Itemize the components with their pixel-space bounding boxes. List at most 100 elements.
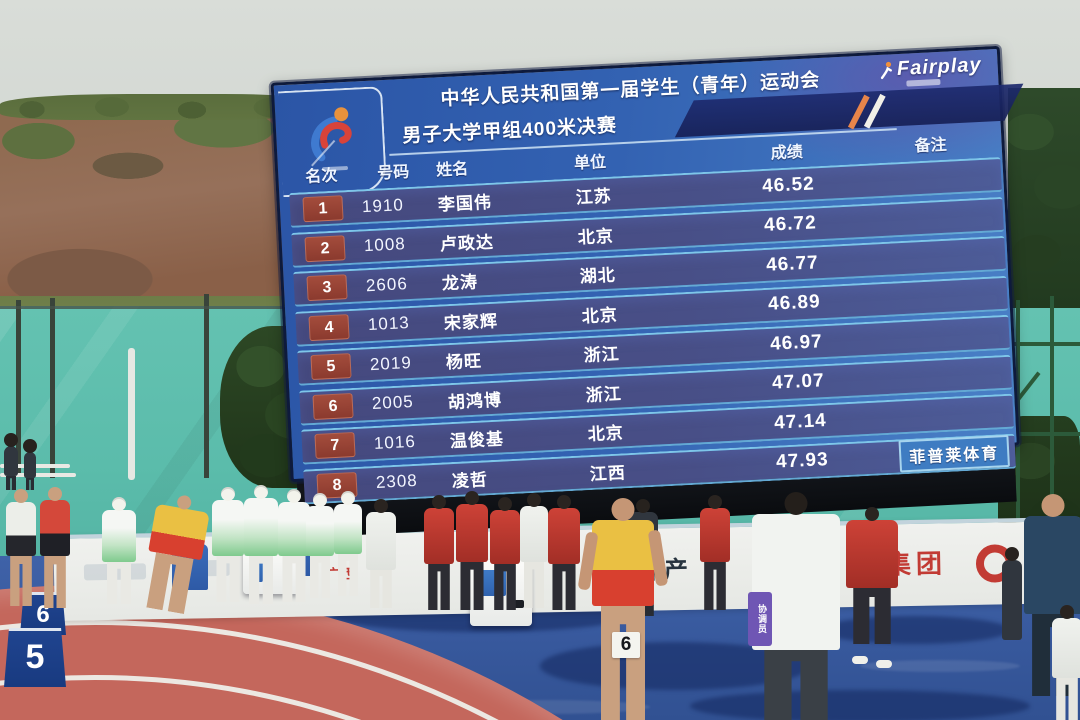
lane-number: 5 [25,638,45,676]
spectator-figure [4,446,18,476]
result-time: 47.07 [771,370,826,394]
fairplay-logo-subtext [906,78,941,87]
bib-number: 1016 [373,431,417,453]
scaffold-bar [1012,432,1080,436]
armband-text: 协调员 [757,604,767,634]
puddle [820,616,1010,644]
bib-number: 1008 [363,234,407,256]
team-member-figure [490,510,520,564]
team-name: 北京 [577,226,615,247]
col-name: 姓名 [435,160,469,180]
rank-badge: 2 [304,234,346,262]
cart-slot [512,600,524,608]
bib-number: 2606 [365,273,409,295]
athlete-figure [40,500,70,556]
led-scoreboard: 中华人民共和国第一届学生（青年）运动会 Fairplay 男子大学甲组400米决… [270,45,1024,552]
spectator-figure [24,452,36,478]
remark [873,372,1011,379]
official-figure [212,500,244,556]
staff-figure [366,512,396,570]
scaffold-bar [1012,342,1080,346]
rank-badge: 6 [312,392,354,420]
spectator-figure [1024,516,1080,614]
result-time: 47.93 [775,449,830,473]
result-time: 46.52 [761,172,816,197]
rank-badge: 7 [314,431,356,459]
team-name: 浙江 [583,344,621,366]
rank-badge: 1 [302,195,344,223]
official-figure [278,502,310,556]
bib-number: 1910 [361,194,405,216]
team-member-figure [548,508,580,564]
official-figure [306,506,334,556]
team-member-figure [424,508,454,564]
fairplay-logo: Fairplay [878,54,982,82]
staff-figure [520,506,548,562]
games-emblem-icon [311,107,352,172]
coordinator-armband: 协调员 [748,592,772,646]
result-time: 46.72 [763,212,818,236]
bib-number: 2019 [369,352,413,374]
athlete-name: 卢政达 [439,232,495,254]
scaffold-pole [1050,296,1054,562]
rank-badge: 5 [310,353,352,381]
trees-right [1008,88,1080,308]
athlete-name: 胡鸿博 [447,389,503,412]
team-member-figure [700,508,730,562]
result-time: 46.97 [769,330,824,355]
bib-number: 1013 [367,313,411,335]
rank-badge: 4 [308,313,350,341]
team-name: 江苏 [575,186,613,208]
result-time: 47.14 [773,409,828,434]
official-figure [244,498,278,556]
fairplay-runner-icon [881,61,893,79]
athlete-name: 宋家辉 [443,311,499,333]
official-figure [334,504,362,554]
athlete-bib-tag: 6 [612,632,640,658]
team-member-figure [456,504,488,562]
fence-post [50,298,55,478]
remark [871,332,1009,339]
foreground-athlete [592,520,654,606]
col-remark: 备注 [914,136,948,156]
team-name: 湖北 [579,265,617,287]
white-pole [128,348,135,480]
spectator-figure [1052,618,1080,678]
team-name: 北京 [581,305,619,326]
water-reflection [860,660,1020,672]
col-bib: 号码 [376,163,410,183]
vendor-badge: 菲普莱体育 [898,434,1010,473]
railing [0,473,76,477]
athlete-name: 龙涛 [441,272,479,294]
team-name: 江西 [589,462,627,484]
shoe [876,660,892,668]
remark [865,214,1003,221]
remark [869,293,1007,300]
bib-number: 2005 [371,391,415,414]
fence-post [16,300,21,476]
athlete-name: 杨旺 [445,351,483,373]
col-rank: 名次 [304,167,338,187]
col-result: 成绩 [770,143,804,163]
athlete-name: 温俊基 [449,429,505,452]
result-time: 46.77 [765,251,820,276]
red-jacket-walker [846,520,898,588]
athlete-name: 凌哲 [451,469,489,491]
remark [875,411,1013,418]
athlete-figure [148,503,210,561]
puddle [690,690,1030,720]
fence-post [204,294,209,478]
shoe [852,656,868,664]
fence-wire [0,306,282,309]
bib-number: 2308 [375,470,419,492]
fairplay-logo-text: Fairplay [896,53,983,81]
lane-marker-5: 5 [4,628,66,687]
rank-badge: 3 [306,274,348,302]
team-name: 北京 [587,423,625,445]
athlete-figure [6,502,36,556]
team-name: 浙江 [585,383,623,405]
athlete-name: 李国伟 [437,192,493,215]
col-team: 单位 [573,153,607,173]
official-figure [102,510,136,562]
